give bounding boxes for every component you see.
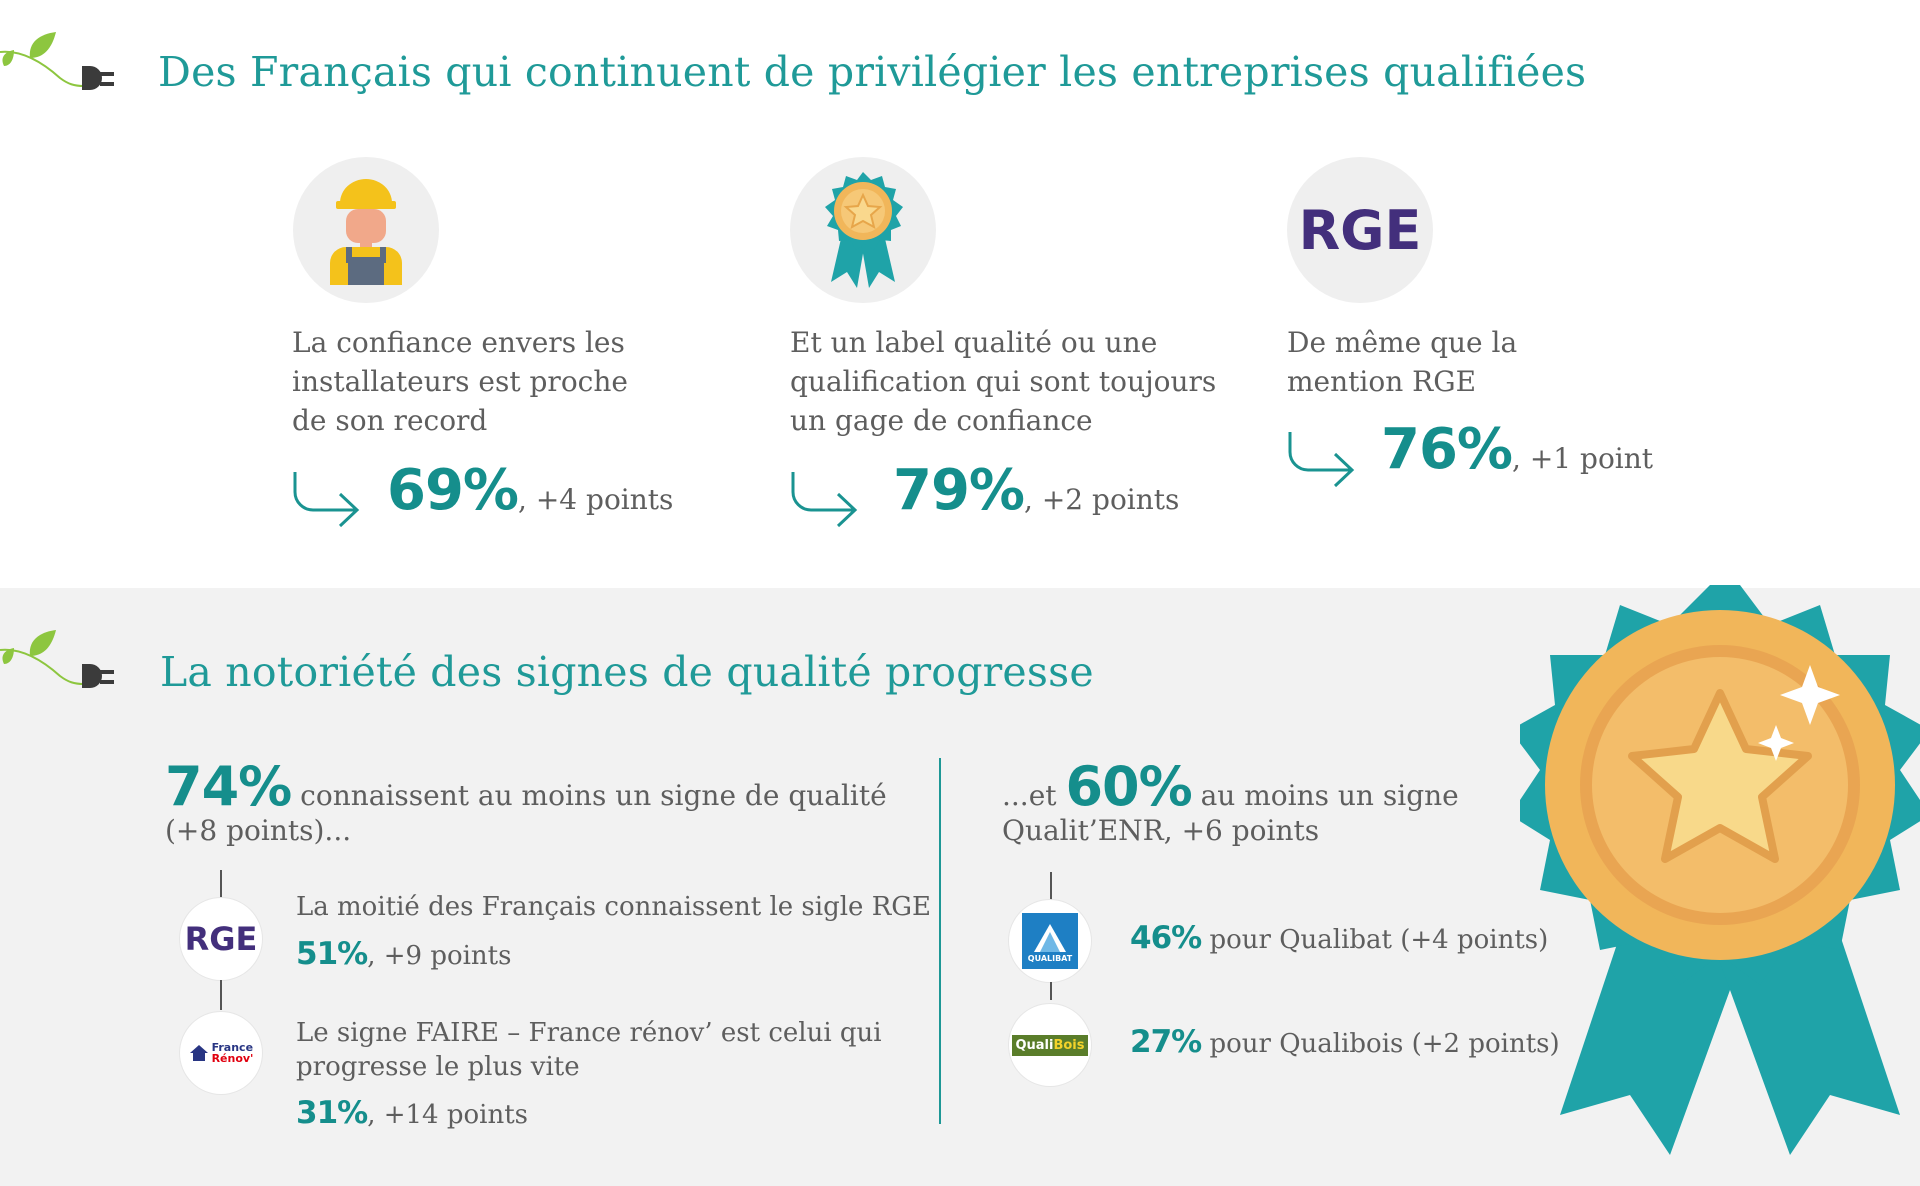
qualibois-stat: 27% pour Qualibois (+2 points): [1130, 1024, 1560, 1060]
right-headline-value: 60%: [1065, 755, 1192, 818]
left-headline-value: 74%: [165, 755, 292, 818]
arrow-icon: [293, 472, 360, 528]
plug-leaf-icon: [0, 32, 114, 90]
qualibat-stat: 46% pour Qualibat (+4 points): [1130, 920, 1549, 956]
item2-stat: 79%, +2 points: [893, 458, 1179, 523]
rge-logo-circle: RGE: [1287, 157, 1433, 303]
rge-logo: RGE: [1298, 198, 1422, 262]
worker-icon-circle: [293, 157, 439, 303]
arrow-icon: [1288, 432, 1355, 488]
connector-line: [220, 980, 222, 1010]
left-headline-text: connaissent au moins un signe de qualité: [291, 779, 887, 812]
left-headline: 74% connaissent au moins un signe de qua…: [165, 755, 887, 818]
column-divider: [939, 758, 941, 1124]
right-headline-text: au moins un signe: [1191, 779, 1459, 812]
worker-icon: [330, 179, 402, 285]
section2-title: La notoriété des signes de qualité progr…: [160, 648, 1094, 696]
qualibois-logo: QualiBois: [1009, 1004, 1091, 1086]
item3-value: 76%: [1381, 417, 1513, 482]
item3-suffix: , +1 point: [1512, 442, 1654, 475]
connector-line: [1050, 982, 1052, 1000]
plug-leaf-icon: [0, 630, 114, 688]
item2-text: Et un label qualité ou une qualification…: [790, 326, 1217, 437]
arrow-icon: [791, 472, 858, 528]
medal-icon: [1520, 585, 1920, 1155]
item3-stat: 76%, +1 point: [1381, 417, 1653, 482]
faire-item-text: Le signe FAIRE – France rénov’ est celui…: [296, 1018, 882, 1082]
house-icon: [189, 1045, 208, 1061]
item1-suffix: , +4 points: [518, 483, 674, 516]
rge-logo-small: RGE: [184, 920, 258, 958]
item1-stat: 69%, +4 points: [387, 458, 673, 523]
rge-logo-badge: RGE: [180, 898, 262, 980]
award-icon-circle: [790, 157, 936, 303]
connector-line: [1050, 872, 1052, 900]
award-ribbon-icon: [825, 172, 903, 288]
left-headline-line2: (+8 points)...: [165, 814, 352, 847]
item3-text: De même que la mention RGE: [1287, 326, 1518, 398]
item1-value: 69%: [387, 458, 519, 523]
france-renov-logo: France Rénov': [180, 1012, 262, 1094]
item1-text: La confiance envers les installateurs es…: [292, 326, 628, 437]
section1-title: Des Français qui continuent de privilégi…: [158, 48, 1587, 96]
right-headline-prefix: ...et: [1002, 779, 1066, 812]
connector-line: [220, 870, 222, 898]
qualibat-logo: QUALIBAT: [1009, 900, 1091, 982]
faire-item-stat: 31%, +14 points: [296, 1095, 529, 1131]
rge-item-text: La moitié des Français connaissent le si…: [296, 892, 932, 922]
item2-suffix: , +2 points: [1024, 483, 1180, 516]
right-headline: ...et 60% au moins un signe: [1002, 755, 1459, 818]
right-headline-line2: Qualit’ENR, +6 points: [1002, 814, 1320, 847]
rge-item-stat: 51%, +9 points: [296, 936, 512, 972]
qualibat-mark-icon: [1034, 924, 1066, 952]
item2-value: 79%: [893, 458, 1025, 523]
